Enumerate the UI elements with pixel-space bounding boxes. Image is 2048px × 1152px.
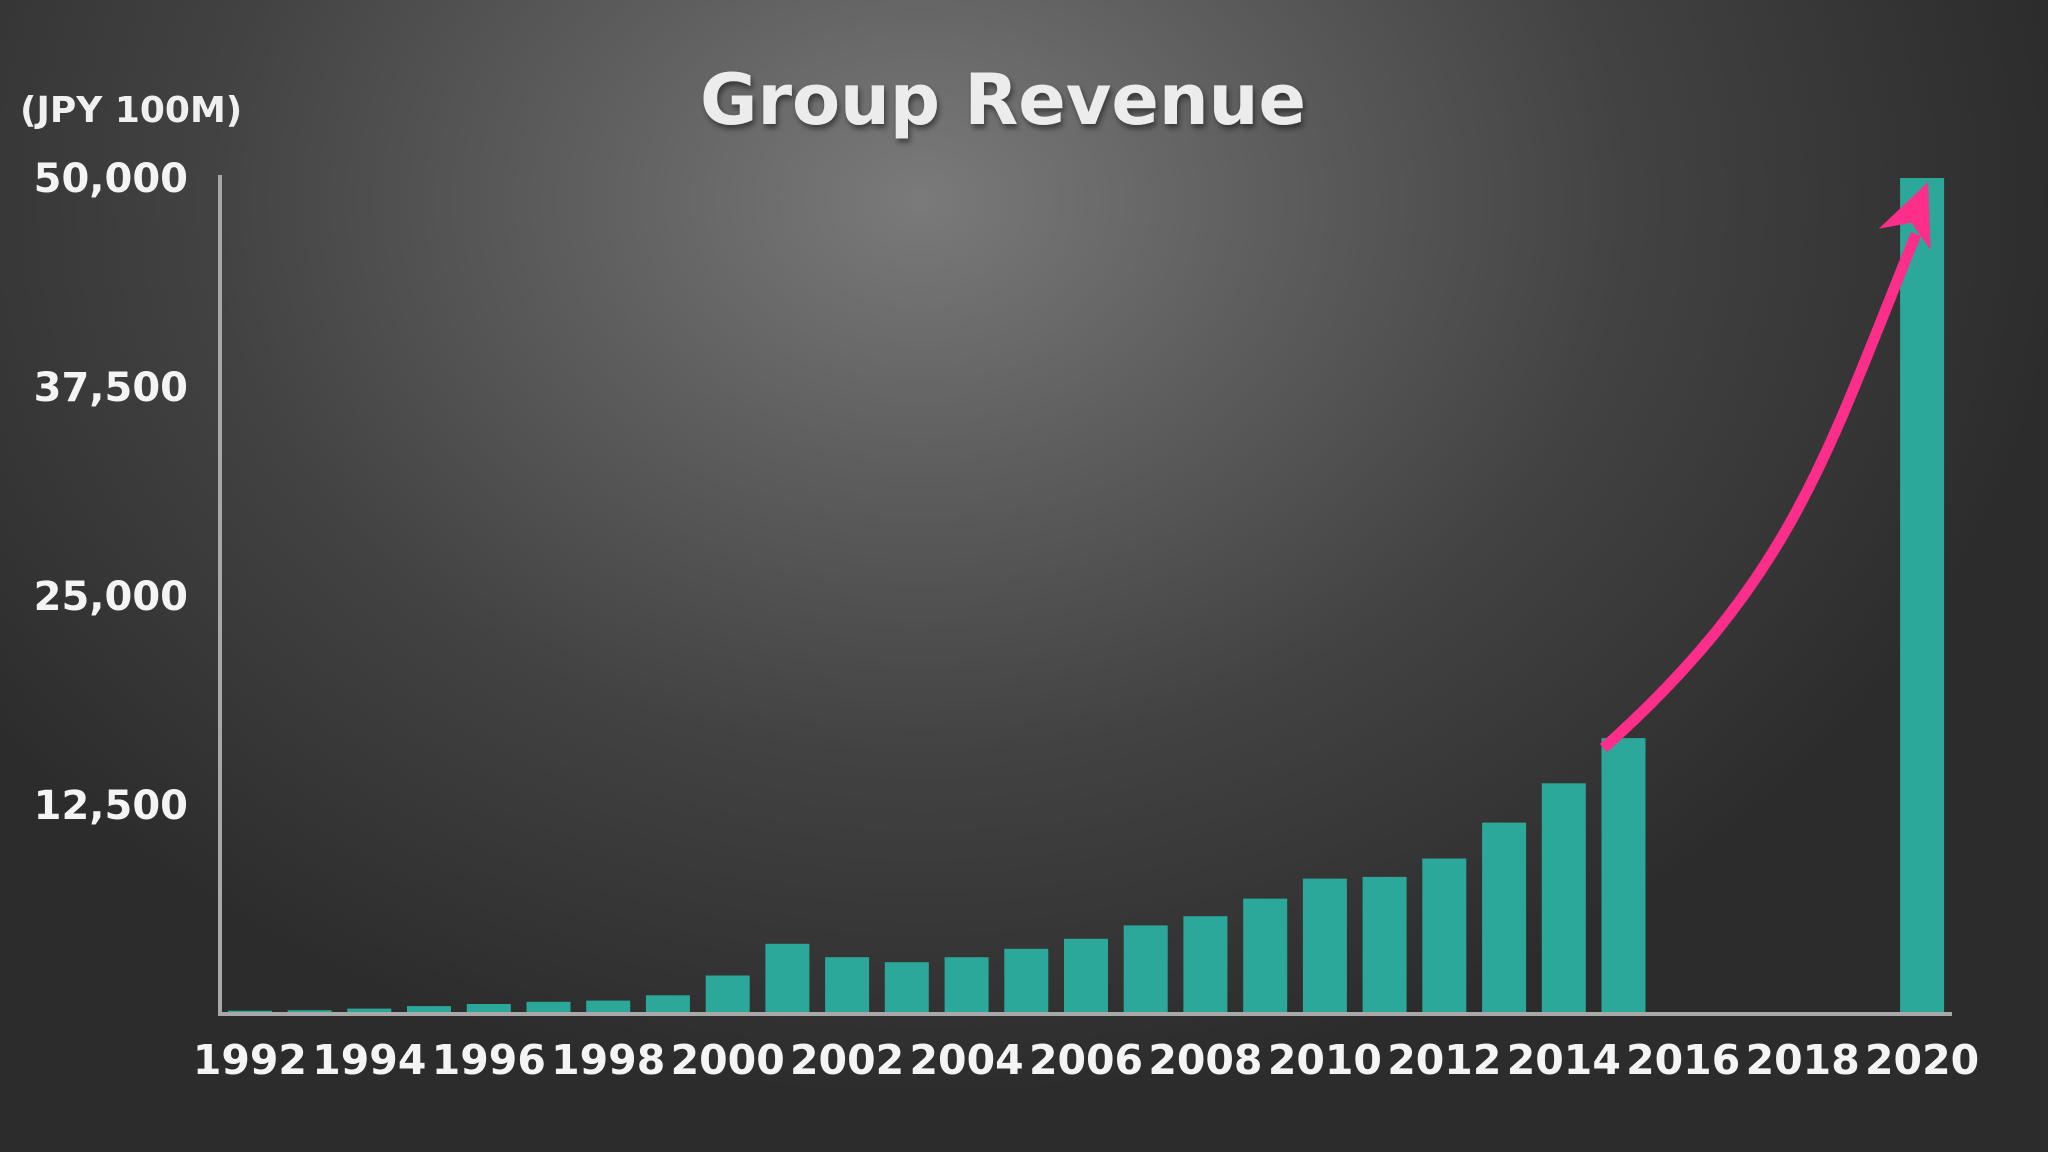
x-tick-label: 2020 [1865, 1036, 1979, 1084]
bar-1995 [407, 1006, 451, 1014]
bar-2005 [1004, 948, 1049, 1014]
x-tick-label: 2016 [1626, 1036, 1740, 1084]
x-tick-label: 2014 [1507, 1036, 1621, 1084]
bar-1997 [526, 1001, 571, 1014]
x-tick-label: 1996 [432, 1036, 546, 1084]
bar-2013 [1482, 822, 1527, 1014]
bar-2000 [705, 975, 750, 1014]
bar-1999 [645, 995, 690, 1014]
y-tick-label: 25,000 [34, 574, 188, 620]
x-tick-label: 2006 [1029, 1036, 1143, 1084]
bars-group [227, 178, 1945, 1014]
bar-2015 [1601, 738, 1646, 1014]
bar-2014 [1541, 783, 1586, 1014]
x-tick-label: 2008 [1148, 1036, 1262, 1084]
bar-2001 [765, 943, 810, 1014]
bar-2004 [944, 957, 989, 1014]
bar-1998 [586, 1000, 631, 1014]
growth-arrow-head [1878, 182, 1931, 250]
y-tick-label: 12,500 [34, 783, 188, 829]
x-tick-label: 2018 [1746, 1036, 1860, 1084]
growth-arrow-group [1599, 182, 1931, 753]
y-axis-ticks: 12,500 25,000 37,500 50,000 [34, 156, 188, 829]
bar-2002 [825, 957, 870, 1014]
y-tick-label: 37,500 [34, 365, 188, 411]
bar-2006 [1064, 938, 1108, 1014]
x-tick-label: 2004 [910, 1036, 1024, 1084]
bar-1996 [466, 1004, 511, 1014]
x-tick-label: 1992 [193, 1036, 307, 1084]
bar-2008 [1183, 916, 1228, 1014]
x-tick-label: 2002 [790, 1036, 904, 1084]
bar-2020 [1900, 178, 1945, 1014]
bar-2012 [1422, 858, 1467, 1014]
x-tick-label: 1998 [551, 1036, 665, 1084]
bar-2007 [1123, 925, 1168, 1014]
bar-2003 [884, 962, 929, 1014]
bar-2011 [1362, 876, 1407, 1014]
growth-arrow-shaft [1599, 231, 1922, 753]
y-axis-unit-label: (JPY 100M) [20, 90, 242, 131]
x-axis-ticks: 1992 1994 1996 1998 2000 2002 2004 2006 2008 2010… [193, 1036, 1979, 1084]
x-tick-label: 2010 [1268, 1036, 1382, 1084]
bar-2010 [1302, 878, 1347, 1014]
y-tick-label: 50,000 [34, 156, 188, 202]
x-tick-label: 2000 [671, 1036, 785, 1084]
bar-2009 [1243, 898, 1288, 1014]
x-tick-label: 2012 [1387, 1036, 1501, 1084]
bar-1994 [347, 1008, 392, 1014]
x-tick-label: 1994 [312, 1036, 426, 1084]
chart-title: Group Revenue [700, 59, 1306, 141]
